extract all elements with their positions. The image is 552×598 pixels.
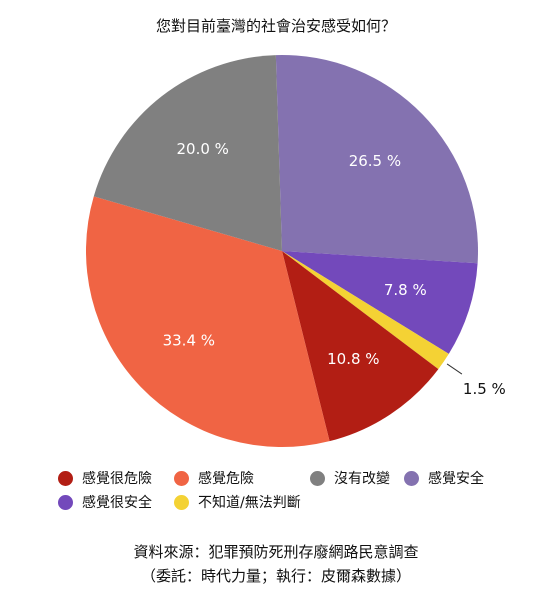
legend-item-very-dangerous: 感覺很危險: [58, 468, 174, 488]
pie-slice-2: [282, 251, 478, 354]
legend-swatch: [58, 494, 73, 510]
legend-label: 沒有改變: [334, 471, 390, 487]
legend-label: 感覺很安全: [82, 495, 152, 511]
legend-item-no-change: 沒有改變: [310, 468, 404, 488]
legend: 感覺很危險 感覺危險 沒有改變 感覺安全 感覺很安全 不知道/無法判斷: [58, 466, 528, 514]
legend-swatch: [174, 470, 189, 486]
legend-row-1: 感覺很危險 感覺危險 沒有改變 感覺安全: [58, 466, 528, 490]
source-line-1: 資料來源：犯罪預防死刑存廢網路民意調查: [133, 543, 419, 561]
legend-item-very-safe: 感覺很安全: [58, 492, 174, 512]
leader-line: [446, 363, 463, 375]
legend-label: 不知道/無法判斷: [198, 495, 301, 511]
legend-swatch: [58, 470, 73, 486]
data-label: 33.4 %: [163, 332, 215, 350]
data-label: 20.0 %: [176, 140, 228, 158]
data-label: 26.5 %: [349, 152, 401, 170]
pie-slice-5: [85, 196, 330, 447]
source-note: 資料來源：犯罪預防死刑存廢網路民意調查 （委託：時代力量；執行：皮爾森數據）: [0, 540, 552, 588]
legend-item-dangerous: 感覺危險: [174, 468, 310, 488]
pie-slice-3: [282, 251, 449, 370]
pie-slice-6: [93, 55, 282, 251]
data-label: 7.8 %: [384, 281, 427, 299]
legend-item-safe: 感覺安全: [404, 468, 484, 488]
legend-swatch: [174, 494, 189, 510]
data-label: 10.8 %: [327, 350, 379, 368]
legend-label: 感覺危險: [198, 471, 254, 487]
legend-row-2: 感覺很安全 不知道/無法判斷: [58, 490, 528, 514]
legend-swatch: [404, 470, 419, 486]
legend-label: 感覺安全: [428, 471, 484, 487]
source-line-2: （委託：時代力量；執行：皮爾森數據）: [140, 567, 411, 585]
data-label: 1.5 %: [463, 380, 506, 398]
legend-item-unknown: 不知道/無法判斷: [174, 492, 301, 512]
pie-chart: 26.5 % 7.8 % 1.5 % 10.8 % 33.4 % 20.0 %: [85, 55, 506, 447]
pie-slice-1: [275, 55, 478, 264]
legend-swatch: [310, 470, 325, 486]
legend-label: 感覺很危險: [82, 471, 152, 487]
chart-title: 您對目前臺灣的社會治安感受如何？: [155, 17, 396, 35]
pie-slice-4: [282, 251, 439, 442]
